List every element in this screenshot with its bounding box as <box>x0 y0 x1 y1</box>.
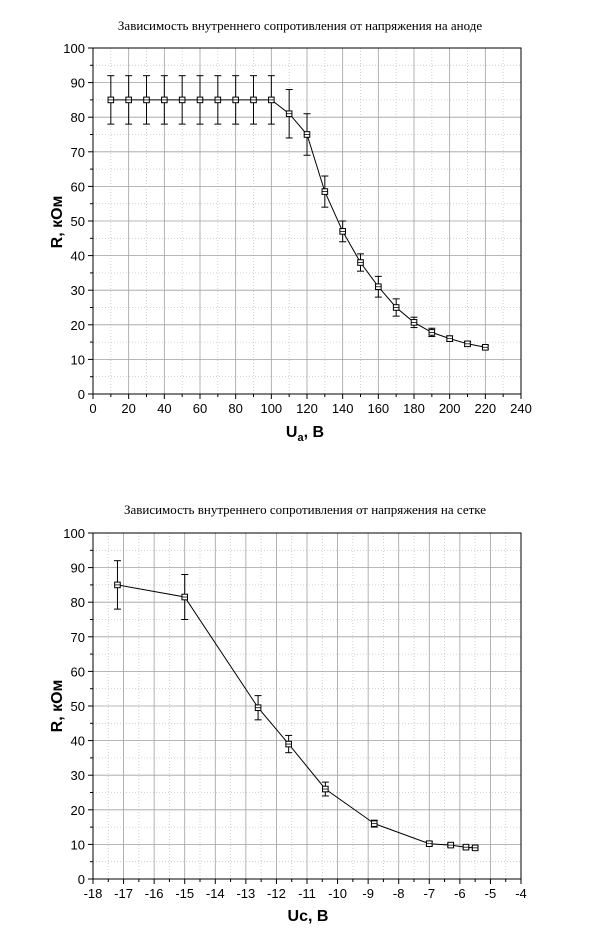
x-axis-label-main: U <box>286 424 298 441</box>
plot-area <box>107 75 489 351</box>
x-tick-label: -14 <box>206 886 225 901</box>
plot-area <box>113 560 479 852</box>
x-tick-label: -13 <box>236 886 255 901</box>
y-tick-label: 50 <box>71 214 85 229</box>
x-tick-label: 160 <box>367 401 389 416</box>
y-axis-label: R, кОм <box>49 196 66 249</box>
x-tick-label: -12 <box>267 886 286 901</box>
x-tick-label: 120 <box>296 401 318 416</box>
y-tick-label: 0 <box>78 387 85 402</box>
x-tick-label: -6 <box>454 886 466 901</box>
x-tick-label: 200 <box>439 401 461 416</box>
y-tick-label: 100 <box>63 526 85 541</box>
series-line <box>117 584 476 849</box>
x-axis-label-main: Uc, В <box>288 908 329 925</box>
x-tick-label: 60 <box>193 401 207 416</box>
x-tick-label: 140 <box>332 401 354 416</box>
y-tick-label: 30 <box>71 283 85 298</box>
x-axis-label: Uc, В <box>288 908 329 925</box>
y-tick-label: 50 <box>71 699 85 714</box>
y-tick-label: 30 <box>71 768 85 783</box>
x-tick-label: -9 <box>362 886 374 901</box>
x-tick-label: -4 <box>515 886 527 901</box>
x-tick-label: 80 <box>228 401 242 416</box>
x-tick-label: -5 <box>485 886 497 901</box>
ticks: -18 -17 -16 -15 -14 -13 -12 -11 -10 -9 -8 -7 -6 -5 -4 0… <box>63 526 526 901</box>
y-tick-label: 100 <box>63 41 85 56</box>
x-axis-label-subscript: a <box>297 432 304 444</box>
y-tick-label: 90 <box>71 76 85 91</box>
y-tick-label: 20 <box>71 803 85 818</box>
chart-title: Зависимость внутреннего сопротивления от… <box>118 18 482 33</box>
x-tick-label: -11 <box>298 886 316 901</box>
grid <box>92 532 522 880</box>
y-tick-label: 70 <box>71 145 85 160</box>
y-tick-label: 80 <box>71 595 85 610</box>
x-tick-label: 240 <box>510 401 532 416</box>
x-tick-label: 20 <box>121 401 135 416</box>
y-tick-label: 10 <box>71 352 85 367</box>
x-tick-label: -17 <box>114 886 133 901</box>
y-tick-label: 60 <box>71 179 85 194</box>
y-tick-label: 40 <box>71 249 85 264</box>
x-tick-label: 180 <box>403 401 425 416</box>
y-tick-label: 80 <box>71 110 85 125</box>
x-axis-label-unit: , В <box>304 424 324 441</box>
anode-voltage-chart: Зависимость внутреннего сопротивления от… <box>49 18 532 444</box>
grid-voltage-chart: Зависимость внутреннего сопротивления от… <box>49 502 527 925</box>
y-tick-label: 60 <box>71 664 85 679</box>
x-tick-label: 40 <box>157 401 171 416</box>
x-tick-label: 0 <box>89 401 96 416</box>
y-axis-label: R, кОм <box>49 680 66 733</box>
x-tick-label: -15 <box>175 886 194 901</box>
x-tick-label: -10 <box>328 886 347 901</box>
x-tick-label: -8 <box>393 886 405 901</box>
y-tick-label: 40 <box>71 734 85 749</box>
ticks: 0 20 40 60 80 100 120 140 160 180 200 220 240 0 10 20 30… <box>63 41 532 416</box>
x-tick-label: 100 <box>260 401 282 416</box>
x-tick-label: -7 <box>424 886 436 901</box>
y-tick-label: 20 <box>71 318 85 333</box>
chart-title: Зависимость внутреннего сопротивления от… <box>124 502 486 517</box>
x-axis-label: Ua, В <box>286 424 324 444</box>
x-tick-label: -18 <box>84 886 103 901</box>
x-tick-label: -16 <box>145 886 164 901</box>
x-tick-label: 220 <box>474 401 496 416</box>
y-tick-label: 90 <box>71 561 85 576</box>
y-tick-label: 10 <box>71 837 85 852</box>
y-tick-label: 70 <box>71 630 85 645</box>
y-tick-label: 0 <box>78 872 85 887</box>
series-line <box>110 99 486 348</box>
